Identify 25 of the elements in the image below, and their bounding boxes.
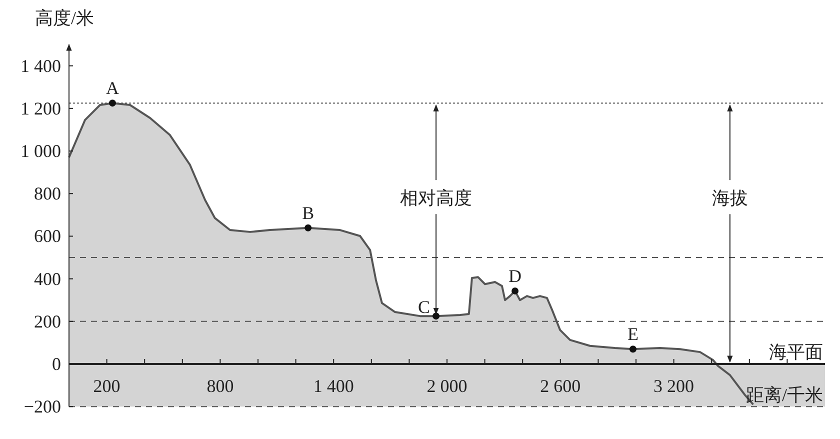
y-axis-title: 高度/米 [35,8,94,28]
y-tick-label: 0 [52,354,61,374]
x-tick-label: 800 [206,376,234,396]
x-tick-label: 2 600 [540,376,581,396]
annotation: 海平面 [769,342,823,362]
annotation: E [627,324,638,344]
y-tick-label: 1 000 [20,141,61,161]
annotation: A [106,78,119,98]
x-tick-label: 3 200 [654,376,694,396]
y-tick-label: 1 200 [20,98,61,118]
annotation: B [302,202,314,223]
x-axis-title: 距离/千米 [746,385,823,405]
x-tick-label: 200 [93,376,120,396]
y-tick-label: 400 [34,268,61,289]
annotation: D [508,266,522,286]
y-tick-label: 600 [34,226,61,246]
annotation: 相对高度 [400,188,472,208]
y-tick-label: 200 [34,311,61,332]
annotation: 海拔 [712,188,748,208]
x-tick-label: 2 000 [426,376,468,396]
y-tick-label: −200 [24,396,61,417]
annotation: C [418,297,430,318]
y-tick-label: 800 [34,184,61,204]
y-tick-label: 1 400 [20,56,61,76]
x-tick-label: 1 400 [313,376,354,396]
